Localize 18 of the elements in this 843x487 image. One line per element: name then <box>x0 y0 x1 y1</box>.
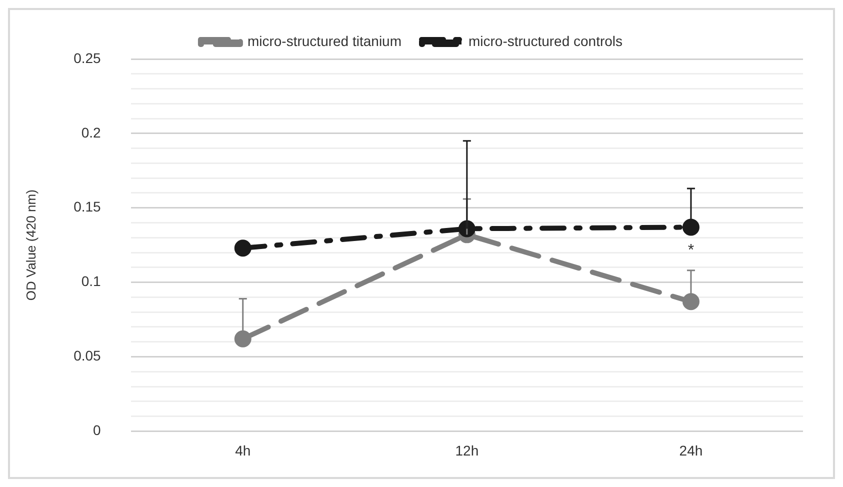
y-tick-label: 0.2 <box>81 124 102 140</box>
y-tick-label: 0.15 <box>74 198 102 215</box>
y-tick-label: 0 <box>93 422 102 438</box>
x-tick-label: 24h <box>679 442 703 458</box>
point <box>458 220 476 238</box>
point <box>682 293 700 310</box>
y-tick-label: 0.05 <box>74 348 102 364</box>
annotation: * <box>688 242 694 259</box>
point <box>234 240 252 257</box>
y-axis-title: OD Value (420 nm) <box>23 190 38 301</box>
point <box>234 330 252 348</box>
legend-label: micro-structured titanium <box>247 32 402 49</box>
point <box>682 218 700 236</box>
legend-label: micro-structured controls <box>468 32 623 49</box>
y-tick-label: 0.25 <box>74 50 102 66</box>
x-tick-label: 4h <box>235 442 251 458</box>
y-tick-label: 0.1 <box>81 273 102 290</box>
x-tick-label: 12h <box>455 442 479 458</box>
